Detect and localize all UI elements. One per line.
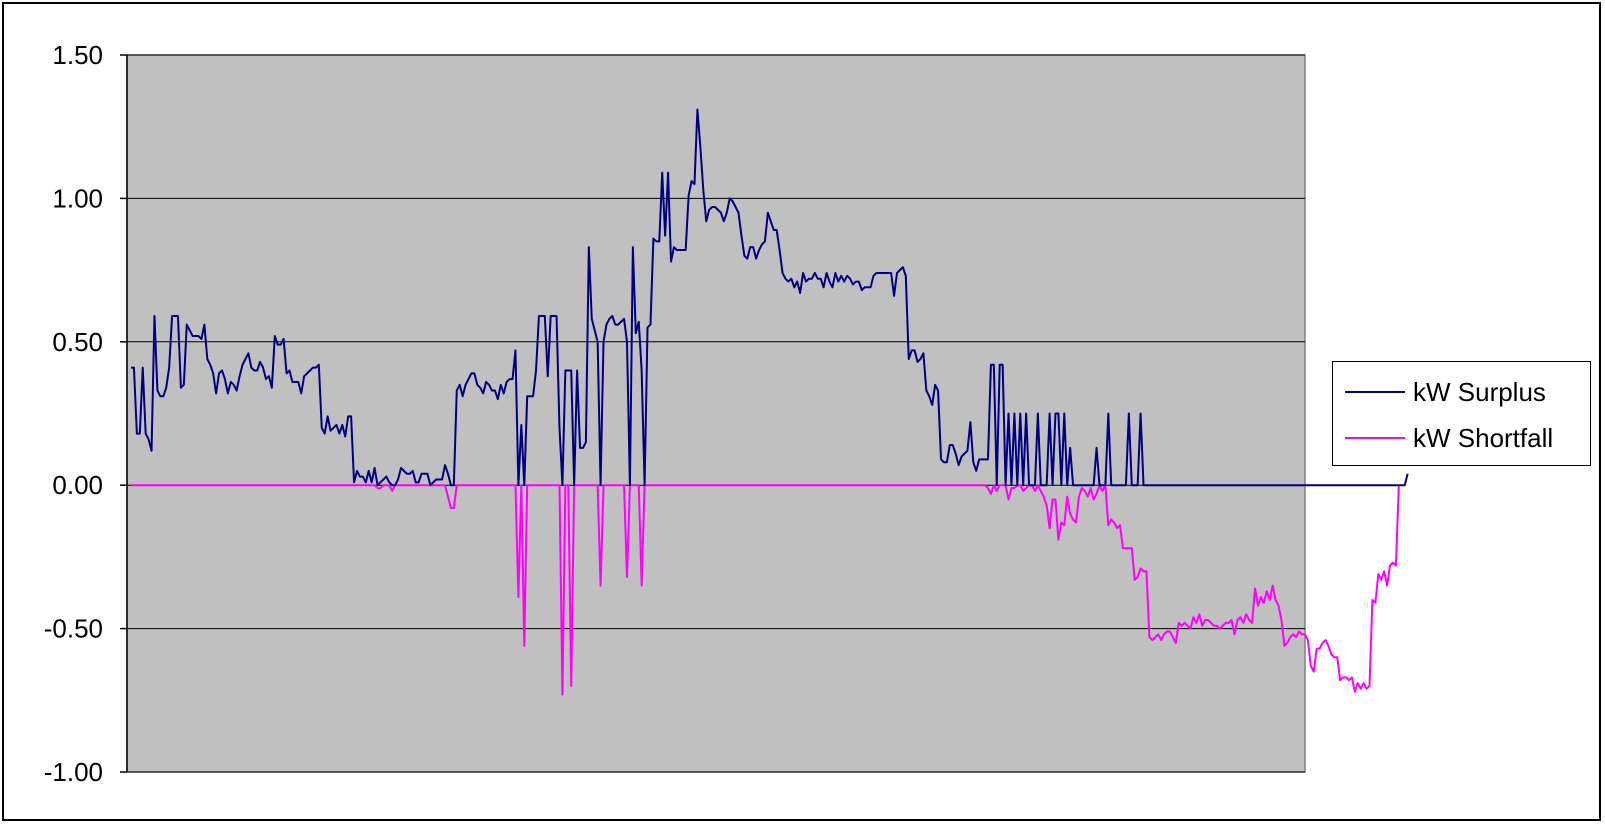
legend-label-shortfall: kW Shortfall: [1413, 422, 1554, 453]
legend-label-surplus: kW Surplus: [1413, 376, 1546, 407]
y-tick-labels: 1.50 1.00 0.50 0.00 -0.50 -1.00: [44, 40, 127, 787]
series-lines: [131, 108, 1409, 696]
y-tick-label: 1.50: [52, 40, 103, 70]
series-line-shortfall: [131, 484, 1400, 696]
y-tick-label: 1.00: [52, 183, 103, 213]
y-tick-label: -0.50: [44, 614, 103, 644]
y-tick-label: -1.00: [44, 757, 103, 787]
gridlines: [127, 54, 1305, 773]
legend-swatch-shortfall: [1345, 437, 1405, 439]
y-tick-label: 0.00: [52, 470, 103, 500]
series-line-surplus: [131, 108, 1409, 487]
legend-swatch-surplus: [1345, 391, 1405, 393]
legend-item-surplus: kW Surplus: [1345, 372, 1546, 412]
legend: kW Surplus kW Shortfall: [1332, 361, 1591, 466]
y-tick-label: 0.50: [52, 327, 103, 357]
legend-item-shortfall: kW Shortfall: [1345, 418, 1553, 458]
